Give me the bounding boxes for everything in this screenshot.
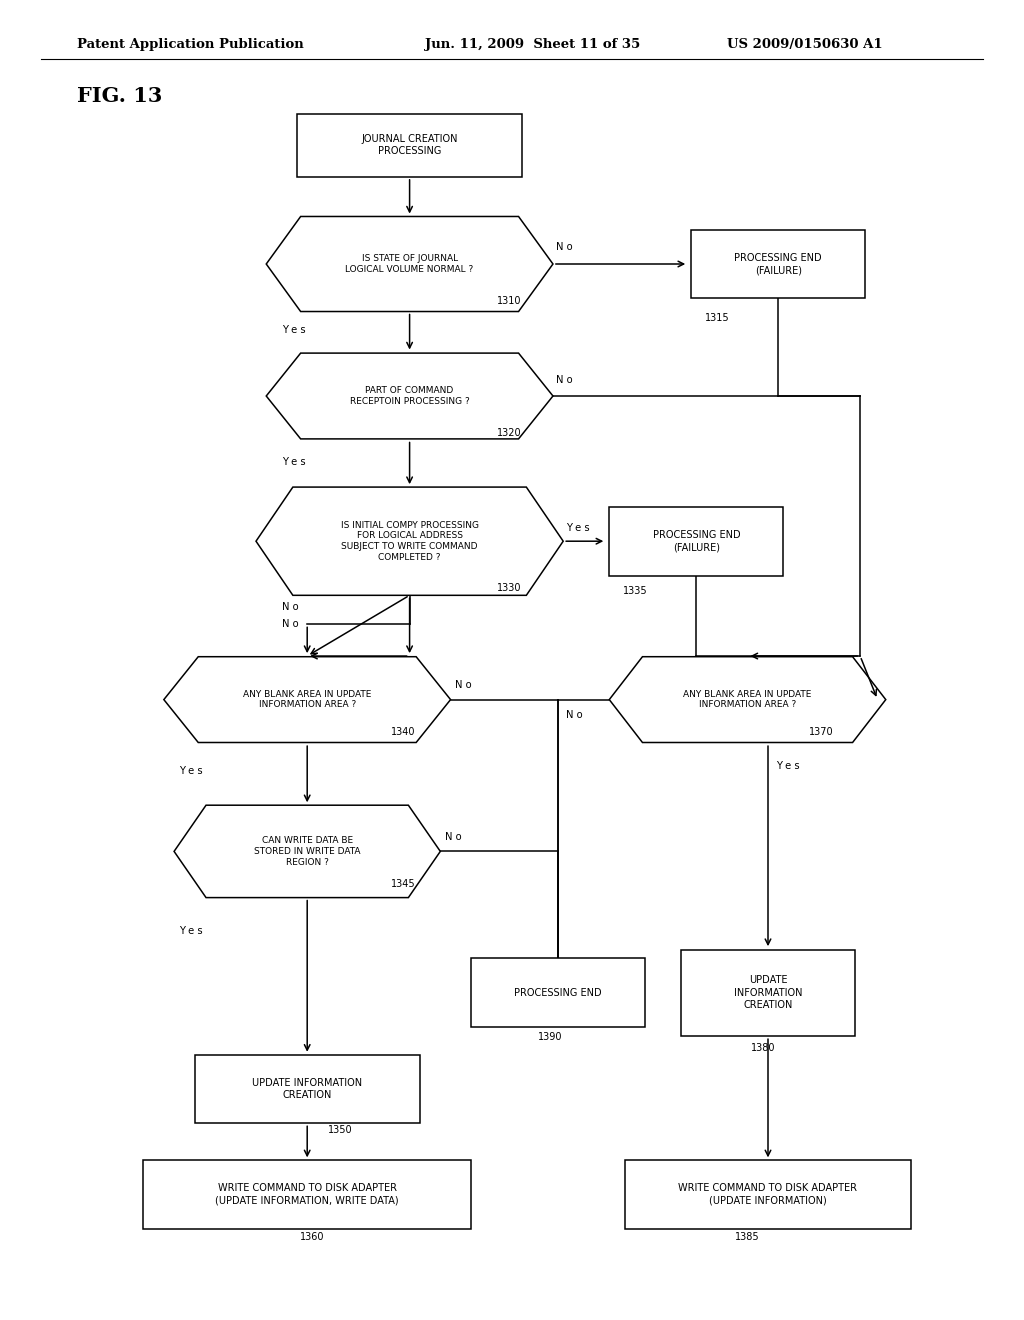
Text: 1315: 1315 (705, 313, 729, 323)
FancyBboxPatch shape (195, 1055, 420, 1123)
Text: WRITE COMMAND TO DISK ADAPTER
(UPDATE INFORMATION, WRITE DATA): WRITE COMMAND TO DISK ADAPTER (UPDATE IN… (215, 1184, 399, 1205)
Text: JOURNAL CREATION
PROCESSING: JOURNAL CREATION PROCESSING (361, 135, 458, 156)
FancyBboxPatch shape (691, 230, 865, 298)
Polygon shape (164, 657, 451, 742)
Text: IS INITIAL COMPY PROCESSING
FOR LOGICAL ADDRESS
SUBJECT TO WRITE COMMAND
COMPLET: IS INITIAL COMPY PROCESSING FOR LOGICAL … (341, 520, 478, 562)
Text: UPDATE INFORMATION
CREATION: UPDATE INFORMATION CREATION (252, 1078, 362, 1100)
Text: IS STATE OF JOURNAL
LOGICAL VOLUME NORMAL ?: IS STATE OF JOURNAL LOGICAL VOLUME NORMA… (345, 255, 474, 273)
Text: Y e s: Y e s (282, 325, 305, 335)
Text: N o: N o (556, 242, 572, 252)
FancyBboxPatch shape (609, 507, 783, 576)
Text: 1380: 1380 (751, 1043, 775, 1053)
Text: 1345: 1345 (391, 879, 416, 890)
Text: Y e s: Y e s (179, 766, 203, 776)
FancyBboxPatch shape (471, 958, 645, 1027)
Text: Patent Application Publication: Patent Application Publication (77, 38, 303, 51)
FancyBboxPatch shape (625, 1160, 911, 1229)
Text: PROCESSING END
(FAILURE): PROCESSING END (FAILURE) (734, 253, 822, 275)
Text: WRITE COMMAND TO DISK ADAPTER
(UPDATE INFORMATION): WRITE COMMAND TO DISK ADAPTER (UPDATE IN… (679, 1184, 857, 1205)
FancyBboxPatch shape (681, 950, 855, 1035)
Text: Y e s: Y e s (282, 457, 305, 467)
Polygon shape (266, 216, 553, 312)
Text: CAN WRITE DATA BE
STORED IN WRITE DATA
REGION ?: CAN WRITE DATA BE STORED IN WRITE DATA R… (254, 836, 360, 867)
Text: PROCESSING END: PROCESSING END (514, 987, 602, 998)
Text: 1385: 1385 (735, 1232, 760, 1242)
Text: N o: N o (566, 710, 583, 721)
Text: Jun. 11, 2009  Sheet 11 of 35: Jun. 11, 2009 Sheet 11 of 35 (425, 38, 640, 51)
Text: PART OF COMMAND
RECEPTOIN PROCESSING ?: PART OF COMMAND RECEPTOIN PROCESSING ? (350, 387, 469, 405)
Text: 1310: 1310 (497, 296, 521, 306)
Text: N o: N o (282, 619, 298, 630)
Text: N o: N o (455, 680, 471, 690)
Polygon shape (256, 487, 563, 595)
Text: 1370: 1370 (809, 727, 834, 738)
Text: Y e s: Y e s (179, 925, 203, 936)
Text: 1330: 1330 (497, 583, 521, 594)
Text: 1360: 1360 (300, 1232, 325, 1242)
Text: 1335: 1335 (623, 586, 647, 597)
Polygon shape (266, 354, 553, 438)
Text: N o: N o (556, 375, 572, 385)
Text: 1340: 1340 (391, 727, 416, 738)
FancyBboxPatch shape (143, 1160, 471, 1229)
Text: 1350: 1350 (328, 1125, 352, 1135)
Text: US 2009/0150630 A1: US 2009/0150630 A1 (727, 38, 883, 51)
Text: 1320: 1320 (497, 428, 521, 438)
Text: UPDATE
INFORMATION
CREATION: UPDATE INFORMATION CREATION (734, 975, 802, 1010)
Text: Y e s: Y e s (776, 760, 800, 771)
Text: PROCESSING END
(FAILURE): PROCESSING END (FAILURE) (652, 531, 740, 552)
Text: N o: N o (445, 832, 462, 842)
Polygon shape (174, 805, 440, 898)
Text: 1390: 1390 (538, 1032, 562, 1043)
Polygon shape (609, 657, 886, 742)
FancyBboxPatch shape (297, 114, 522, 177)
Text: ANY BLANK AREA IN UPDATE
INFORMATION AREA ?: ANY BLANK AREA IN UPDATE INFORMATION ARE… (243, 690, 372, 709)
Text: ANY BLANK AREA IN UPDATE
INFORMATION AREA ?: ANY BLANK AREA IN UPDATE INFORMATION ARE… (683, 690, 812, 709)
Text: N o: N o (282, 602, 298, 612)
Text: Y e s: Y e s (566, 523, 590, 533)
Text: FIG. 13: FIG. 13 (77, 86, 162, 106)
